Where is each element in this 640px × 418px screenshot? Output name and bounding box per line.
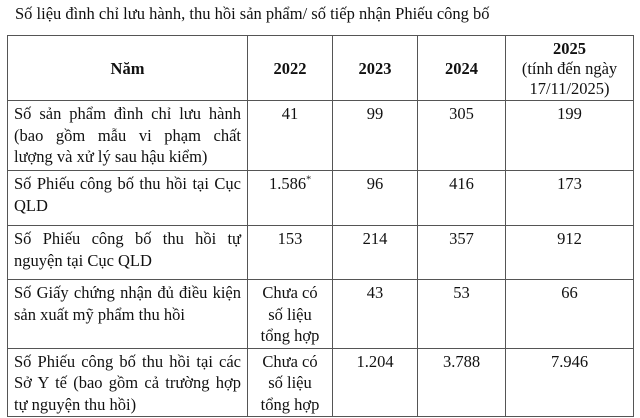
cell-2025: 199 <box>505 100 634 171</box>
cell-2023: 99 <box>332 100 418 171</box>
cell-2024: 3.788 <box>417 347 506 417</box>
header-row: Năm 2022 2023 2024 2025 (tính đến ngày 1… <box>7 35 634 101</box>
row-label: Số Giấy chứng nhận đủ điều kiện sản xuất… <box>7 279 248 349</box>
cell-2023: 96 <box>332 170 418 226</box>
cell-2022: Chưa có số liệu tổng hợp <box>247 279 333 349</box>
table-row: Số Phiếu công bố thu hồi tại Cục QLD 1.5… <box>7 170 634 226</box>
cell-2023: 1.204 <box>332 347 418 417</box>
table-row: Số Phiếu công bố thu hồi tại các Sở Y tế… <box>7 347 634 417</box>
table-row: Số Phiếu công bố thu hồi tự nguyện tại C… <box>7 225 634 280</box>
header-2022: 2022 <box>247 35 333 101</box>
table-row: Số Giấy chứng nhận đủ điều kiện sản xuất… <box>7 279 634 349</box>
cell-2022: 41 <box>247 100 333 171</box>
row-label: Số Phiếu công bố thu hồi tại Cục QLD <box>7 170 248 226</box>
cell-2022: Chưa có số liệu tổng hợp <box>247 347 333 417</box>
header-2025-year: 2025 <box>553 39 586 58</box>
cell-2025: 7.946 <box>505 347 634 417</box>
cell-2024: 305 <box>417 100 506 171</box>
row-label: Số Phiếu công bố thu hồi tại các Sở Y tế… <box>7 347 248 417</box>
cell-value: 1.586 <box>268 174 307 193</box>
data-table: Năm 2022 2023 2024 2025 (tính đến ngày 1… <box>7 35 634 417</box>
cell-2024: 53 <box>417 279 506 349</box>
cell-2023: 43 <box>332 279 418 349</box>
header-2023: 2023 <box>332 35 418 101</box>
cell-2024: 357 <box>417 225 506 280</box>
header-year-label: Năm <box>7 35 248 101</box>
table-row: Số sản phẩm đình chỉ lưu hành (bao gồm m… <box>7 100 634 171</box>
cell-2025: 912 <box>505 225 634 280</box>
table-title: Số liệu đình chỉ lưu hành, thu hồi sản p… <box>15 4 490 23</box>
header-2025: 2025 (tính đến ngày 17/11/2025) <box>505 35 634 101</box>
row-label: Số sản phẩm đình chỉ lưu hành (bao gồm m… <box>7 100 248 171</box>
cell-2022: 153 <box>247 225 333 280</box>
row-label: Số Phiếu công bố thu hồi tự nguyện tại C… <box>7 225 248 280</box>
footnote-marker: * <box>306 174 312 186</box>
cell-2023: 214 <box>332 225 418 280</box>
cell-2022: 1.586* <box>247 170 333 226</box>
cell-2025: 173 <box>505 170 634 226</box>
header-2024: 2024 <box>417 35 506 101</box>
header-2025-note: (tính đến ngày 17/11/2025) <box>521 59 618 98</box>
cell-2024: 416 <box>417 170 506 226</box>
cell-2025: 66 <box>505 279 634 349</box>
